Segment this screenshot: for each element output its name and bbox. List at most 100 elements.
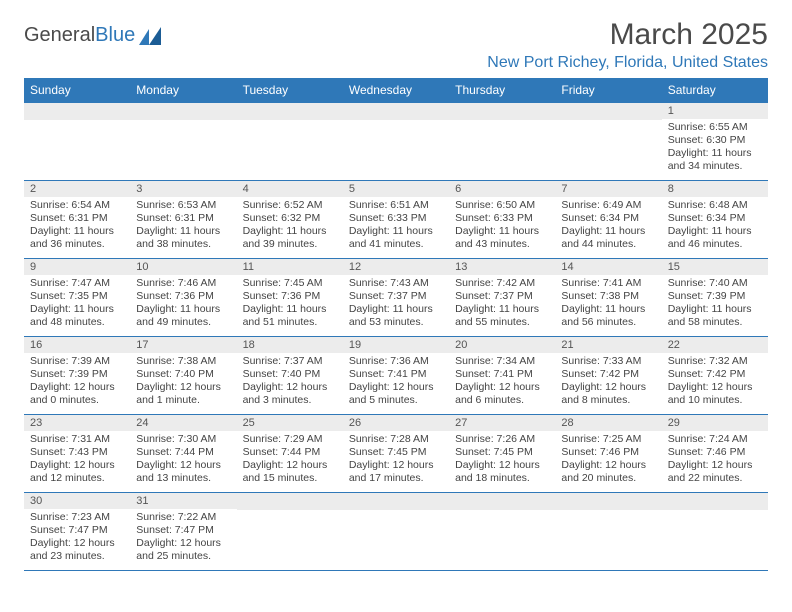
sunrise-text: Sunrise: 6:48 AM: [668, 199, 762, 212]
day-info: Sunrise: 6:54 AMSunset: 6:31 PMDaylight:…: [24, 197, 130, 256]
daylight-text: Daylight: 12 hours and 5 minutes.: [349, 381, 443, 407]
daylight-text: Daylight: 11 hours and 46 minutes.: [668, 225, 762, 251]
day-number-empty: [449, 493, 555, 510]
sunrise-text: Sunrise: 7:36 AM: [349, 355, 443, 368]
calendar-cell: 6Sunrise: 6:50 AMSunset: 6:33 PMDaylight…: [449, 181, 555, 259]
day-info: Sunrise: 7:42 AMSunset: 7:37 PMDaylight:…: [449, 275, 555, 334]
calendar-cell: 25Sunrise: 7:29 AMSunset: 7:44 PMDayligh…: [237, 415, 343, 493]
month-title: March 2025: [487, 18, 768, 52]
sunset-text: Sunset: 7:46 PM: [668, 446, 762, 459]
calendar-cell: 5Sunrise: 6:51 AMSunset: 6:33 PMDaylight…: [343, 181, 449, 259]
sunset-text: Sunset: 6:33 PM: [455, 212, 549, 225]
day-number: 29: [662, 415, 768, 431]
day-number: 8: [662, 181, 768, 197]
sunset-text: Sunset: 7:41 PM: [455, 368, 549, 381]
calendar-row: 16Sunrise: 7:39 AMSunset: 7:39 PMDayligh…: [24, 337, 768, 415]
daylight-text: Daylight: 11 hours and 39 minutes.: [243, 225, 337, 251]
daylight-text: Daylight: 12 hours and 8 minutes.: [561, 381, 655, 407]
calendar-row: 1Sunrise: 6:55 AMSunset: 6:30 PMDaylight…: [24, 103, 768, 181]
day-info: Sunrise: 7:41 AMSunset: 7:38 PMDaylight:…: [555, 275, 661, 334]
day-info: Sunrise: 6:55 AMSunset: 6:30 PMDaylight:…: [662, 119, 768, 178]
weekday-header: Monday: [130, 78, 236, 103]
weekday-header-row: Sunday Monday Tuesday Wednesday Thursday…: [24, 78, 768, 103]
daylight-text: Daylight: 12 hours and 3 minutes.: [243, 381, 337, 407]
day-info: Sunrise: 7:30 AMSunset: 7:44 PMDaylight:…: [130, 431, 236, 490]
sunset-text: Sunset: 7:36 PM: [243, 290, 337, 303]
day-number: 14: [555, 259, 661, 275]
day-number: 10: [130, 259, 236, 275]
sunset-text: Sunset: 7:37 PM: [349, 290, 443, 303]
day-info: Sunrise: 7:22 AMSunset: 7:47 PMDaylight:…: [130, 509, 236, 568]
sunset-text: Sunset: 7:39 PM: [30, 368, 124, 381]
calendar-cell: 26Sunrise: 7:28 AMSunset: 7:45 PMDayligh…: [343, 415, 449, 493]
sunrise-text: Sunrise: 6:53 AM: [136, 199, 230, 212]
sunrise-text: Sunrise: 7:38 AM: [136, 355, 230, 368]
day-number-empty: [662, 493, 768, 510]
calendar-cell: [662, 493, 768, 571]
day-info: Sunrise: 7:47 AMSunset: 7:35 PMDaylight:…: [24, 275, 130, 334]
day-number-empty: [343, 493, 449, 510]
calendar-cell: 20Sunrise: 7:34 AMSunset: 7:41 PMDayligh…: [449, 337, 555, 415]
day-info: Sunrise: 7:37 AMSunset: 7:40 PMDaylight:…: [237, 353, 343, 412]
sunrise-text: Sunrise: 6:50 AM: [455, 199, 549, 212]
calendar-cell: 15Sunrise: 7:40 AMSunset: 7:39 PMDayligh…: [662, 259, 768, 337]
sunset-text: Sunset: 7:40 PM: [243, 368, 337, 381]
sunset-text: Sunset: 7:44 PM: [243, 446, 337, 459]
calendar-cell: [555, 493, 661, 571]
sunset-text: Sunset: 6:33 PM: [349, 212, 443, 225]
sunrise-text: Sunrise: 7:31 AM: [30, 433, 124, 446]
day-number: 2: [24, 181, 130, 197]
weekday-header: Thursday: [449, 78, 555, 103]
sunset-text: Sunset: 6:32 PM: [243, 212, 337, 225]
day-number-empty: [237, 493, 343, 510]
calendar-row: 2Sunrise: 6:54 AMSunset: 6:31 PMDaylight…: [24, 181, 768, 259]
title-block: March 2025 New Port Richey, Florida, Uni…: [487, 18, 768, 72]
day-number: 4: [237, 181, 343, 197]
sunrise-text: Sunrise: 7:45 AM: [243, 277, 337, 290]
sunrise-text: Sunrise: 7:28 AM: [349, 433, 443, 446]
day-number: 24: [130, 415, 236, 431]
calendar-cell: 7Sunrise: 6:49 AMSunset: 6:34 PMDaylight…: [555, 181, 661, 259]
calendar-cell: 10Sunrise: 7:46 AMSunset: 7:36 PMDayligh…: [130, 259, 236, 337]
daylight-text: Daylight: 12 hours and 10 minutes.: [668, 381, 762, 407]
sunset-text: Sunset: 7:35 PM: [30, 290, 124, 303]
day-info: Sunrise: 7:28 AMSunset: 7:45 PMDaylight:…: [343, 431, 449, 490]
daylight-text: Daylight: 11 hours and 38 minutes.: [136, 225, 230, 251]
calendar-cell: 2Sunrise: 6:54 AMSunset: 6:31 PMDaylight…: [24, 181, 130, 259]
sunset-text: Sunset: 7:39 PM: [668, 290, 762, 303]
sunset-text: Sunset: 7:37 PM: [455, 290, 549, 303]
day-number-empty: [449, 103, 555, 120]
sunrise-text: Sunrise: 7:37 AM: [243, 355, 337, 368]
day-info: Sunrise: 7:39 AMSunset: 7:39 PMDaylight:…: [24, 353, 130, 412]
day-number: 18: [237, 337, 343, 353]
sunset-text: Sunset: 7:38 PM: [561, 290, 655, 303]
sunset-text: Sunset: 7:47 PM: [30, 524, 124, 537]
daylight-text: Daylight: 11 hours and 36 minutes.: [30, 225, 124, 251]
day-info: Sunrise: 7:32 AMSunset: 7:42 PMDaylight:…: [662, 353, 768, 412]
sunrise-text: Sunrise: 7:42 AM: [455, 277, 549, 290]
day-info: Sunrise: 7:24 AMSunset: 7:46 PMDaylight:…: [662, 431, 768, 490]
sunrise-text: Sunrise: 7:46 AM: [136, 277, 230, 290]
calendar-cell: 29Sunrise: 7:24 AMSunset: 7:46 PMDayligh…: [662, 415, 768, 493]
sunset-text: Sunset: 6:34 PM: [668, 212, 762, 225]
daylight-text: Daylight: 11 hours and 43 minutes.: [455, 225, 549, 251]
logo: GeneralBlue: [24, 18, 165, 47]
daylight-text: Daylight: 11 hours and 48 minutes.: [30, 303, 124, 329]
calendar-cell: [449, 103, 555, 181]
sunset-text: Sunset: 7:45 PM: [349, 446, 443, 459]
calendar-cell: 3Sunrise: 6:53 AMSunset: 6:31 PMDaylight…: [130, 181, 236, 259]
day-info: Sunrise: 7:45 AMSunset: 7:36 PMDaylight:…: [237, 275, 343, 334]
calendar-cell: [130, 103, 236, 181]
day-number: 22: [662, 337, 768, 353]
day-number: 7: [555, 181, 661, 197]
day-info: Sunrise: 7:40 AMSunset: 7:39 PMDaylight:…: [662, 275, 768, 334]
sunset-text: Sunset: 7:42 PM: [668, 368, 762, 381]
daylight-text: Daylight: 12 hours and 13 minutes.: [136, 459, 230, 485]
sunrise-text: Sunrise: 7:23 AM: [30, 511, 124, 524]
calendar-cell: 19Sunrise: 7:36 AMSunset: 7:41 PMDayligh…: [343, 337, 449, 415]
day-number: 21: [555, 337, 661, 353]
daylight-text: Daylight: 12 hours and 1 minute.: [136, 381, 230, 407]
weekday-header: Saturday: [662, 78, 768, 103]
day-number-empty: [555, 493, 661, 510]
day-number: 26: [343, 415, 449, 431]
